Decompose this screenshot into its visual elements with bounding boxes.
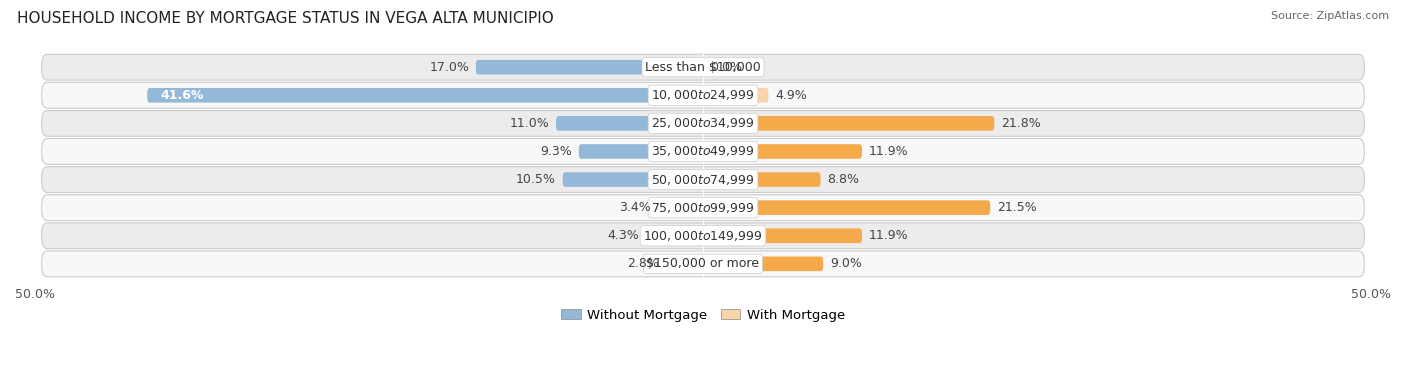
FancyBboxPatch shape — [703, 228, 862, 243]
Text: 8.8%: 8.8% — [827, 173, 859, 186]
Text: $25,000 to $34,999: $25,000 to $34,999 — [651, 116, 755, 130]
Legend: Without Mortgage, With Mortgage: Without Mortgage, With Mortgage — [555, 303, 851, 327]
Text: 17.0%: 17.0% — [429, 61, 470, 74]
FancyBboxPatch shape — [42, 167, 1364, 193]
FancyBboxPatch shape — [645, 228, 703, 243]
FancyBboxPatch shape — [703, 88, 769, 103]
Text: 11.0%: 11.0% — [509, 117, 550, 130]
FancyBboxPatch shape — [42, 110, 1364, 136]
Text: 11.9%: 11.9% — [869, 145, 908, 158]
FancyBboxPatch shape — [475, 60, 703, 75]
Text: 2.8%: 2.8% — [627, 257, 659, 270]
Text: Less than $10,000: Less than $10,000 — [645, 61, 761, 74]
FancyBboxPatch shape — [42, 54, 1364, 80]
FancyBboxPatch shape — [665, 256, 703, 271]
FancyBboxPatch shape — [148, 88, 703, 103]
Text: 9.0%: 9.0% — [830, 257, 862, 270]
Text: 4.9%: 4.9% — [775, 89, 807, 102]
Text: $75,000 to $99,999: $75,000 to $99,999 — [651, 201, 755, 215]
FancyBboxPatch shape — [703, 172, 821, 187]
FancyBboxPatch shape — [42, 139, 1364, 164]
FancyBboxPatch shape — [42, 195, 1364, 221]
FancyBboxPatch shape — [42, 82, 1364, 108]
FancyBboxPatch shape — [42, 223, 1364, 249]
Text: 3.4%: 3.4% — [619, 201, 651, 214]
FancyBboxPatch shape — [555, 116, 703, 131]
FancyBboxPatch shape — [703, 144, 862, 159]
Text: 0.0%: 0.0% — [710, 61, 742, 74]
FancyBboxPatch shape — [42, 251, 1364, 277]
Text: 4.3%: 4.3% — [607, 229, 638, 242]
Text: 11.9%: 11.9% — [869, 229, 908, 242]
FancyBboxPatch shape — [562, 172, 703, 187]
Text: $10,000 to $24,999: $10,000 to $24,999 — [651, 88, 755, 102]
Text: 21.8%: 21.8% — [1001, 117, 1040, 130]
Text: 41.6%: 41.6% — [160, 89, 204, 102]
Text: 21.5%: 21.5% — [997, 201, 1036, 214]
Text: $100,000 to $149,999: $100,000 to $149,999 — [644, 229, 762, 243]
Text: Source: ZipAtlas.com: Source: ZipAtlas.com — [1271, 11, 1389, 21]
Text: $35,000 to $49,999: $35,000 to $49,999 — [651, 144, 755, 158]
FancyBboxPatch shape — [703, 116, 994, 131]
FancyBboxPatch shape — [579, 144, 703, 159]
Text: HOUSEHOLD INCOME BY MORTGAGE STATUS IN VEGA ALTA MUNICIPIO: HOUSEHOLD INCOME BY MORTGAGE STATUS IN V… — [17, 11, 554, 26]
Text: 10.5%: 10.5% — [516, 173, 555, 186]
Text: $150,000 or more: $150,000 or more — [647, 257, 759, 270]
FancyBboxPatch shape — [703, 200, 990, 215]
FancyBboxPatch shape — [658, 200, 703, 215]
FancyBboxPatch shape — [703, 256, 824, 271]
Text: 9.3%: 9.3% — [540, 145, 572, 158]
Text: $50,000 to $74,999: $50,000 to $74,999 — [651, 173, 755, 187]
